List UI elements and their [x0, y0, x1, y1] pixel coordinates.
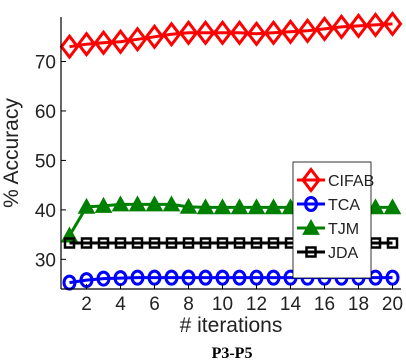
data-point-jda — [182, 237, 195, 249]
data-point-tjm — [213, 198, 232, 215]
data-point-jda — [148, 237, 161, 249]
data-point-cifab — [365, 11, 386, 38]
data-point-cifab — [382, 10, 403, 37]
data-point-jda — [131, 237, 144, 249]
data-point-jda — [114, 237, 127, 249]
x-tick-label: 8 — [183, 294, 194, 315]
data-point-tjm — [179, 197, 198, 214]
legend-label-jda: JDA — [328, 245, 359, 262]
data-point-cifab — [331, 13, 352, 40]
y-tick-label: 70 — [35, 53, 56, 74]
data-point-tca — [232, 269, 247, 286]
x-tick-label: 2 — [81, 294, 92, 315]
data-point-cifab — [246, 20, 267, 47]
data-point-tjm — [145, 195, 164, 212]
data-point-cifab — [297, 17, 318, 44]
legend-label-cifab: CIFAB — [328, 173, 374, 190]
data-point-cifab — [263, 19, 284, 46]
x-axis-title: # iterations — [180, 314, 283, 337]
axis-layer — [60, 17, 401, 290]
data-point-tca — [198, 269, 213, 286]
legend-marker-cifab — [301, 167, 321, 193]
tick-layer: 2 4 6 8 10 12 14 16 18 20 30 40 50 60 70 — [35, 53, 403, 315]
legend-marker-tjm — [302, 218, 320, 235]
data-point-tjm — [94, 196, 113, 213]
legend-label-tjm: TJM — [328, 221, 359, 238]
x-tick-label: 14 — [280, 294, 302, 315]
legend-marker-tca — [304, 196, 318, 212]
data-point-tjm — [230, 198, 249, 215]
data-point-tjm — [366, 198, 385, 215]
legend: CIFAB TCA TJM JDA — [292, 161, 374, 279]
x-tick-label: 18 — [348, 294, 369, 315]
data-point-tca — [96, 270, 111, 287]
y-tick-label: 40 — [35, 201, 56, 222]
data-point-tca — [130, 269, 145, 286]
data-point-jda — [250, 237, 263, 249]
y-tick-label: 30 — [35, 250, 56, 271]
data-point-tjm — [162, 195, 181, 212]
y-tick-label: 60 — [35, 102, 56, 123]
data-point-tjm — [111, 195, 130, 212]
data-point-cifab — [161, 21, 182, 48]
data-point-tca — [164, 269, 179, 286]
data-point-tjm — [128, 195, 147, 212]
figure-caption: P3-P5 — [212, 345, 253, 362]
data-point-cifab — [314, 15, 335, 42]
data-point-cifab — [59, 33, 80, 60]
data-point-tjm — [247, 198, 266, 215]
data-point-cifab — [348, 12, 369, 39]
legend-label-tca: TCA — [328, 197, 360, 214]
y-tick-label: 50 — [35, 151, 56, 172]
data-point-cifab — [178, 19, 199, 46]
data-point-tjm — [77, 197, 96, 214]
data-point-jda — [216, 237, 229, 249]
x-tick-label: 12 — [246, 294, 267, 315]
data-point-jda — [386, 237, 399, 249]
data-point-tjm — [264, 198, 283, 215]
data-point-tjm — [383, 198, 402, 215]
data-point-jda — [63, 237, 76, 249]
y-axis-title: % Accuracy — [0, 98, 23, 208]
data-point-cifab — [127, 26, 148, 53]
data-point-cifab — [76, 31, 97, 58]
data-point-jda — [233, 237, 246, 249]
data-point-cifab — [195, 19, 216, 46]
data-point-cifab — [93, 29, 114, 56]
x-tick-label: 4 — [115, 294, 126, 315]
x-tick-label: 16 — [314, 294, 335, 315]
data-point-cifab — [144, 23, 165, 50]
x-tick-label: 10 — [212, 294, 233, 315]
data-point-jda — [267, 237, 280, 249]
x-tick-label: 20 — [382, 294, 403, 315]
data-point-cifab — [212, 19, 233, 46]
x-tick-label: 6 — [149, 294, 160, 315]
data-point-cifab — [110, 28, 131, 55]
data-point-jda — [165, 237, 178, 249]
data-point-jda — [199, 237, 212, 249]
data-point-tca — [266, 269, 281, 286]
data-point-cifab — [229, 19, 250, 46]
legend-marker-jda — [305, 246, 317, 258]
data-point-tjm — [196, 198, 215, 215]
data-point-jda — [80, 237, 93, 249]
data-point-jda — [97, 237, 110, 249]
data-point-cifab — [280, 18, 301, 45]
